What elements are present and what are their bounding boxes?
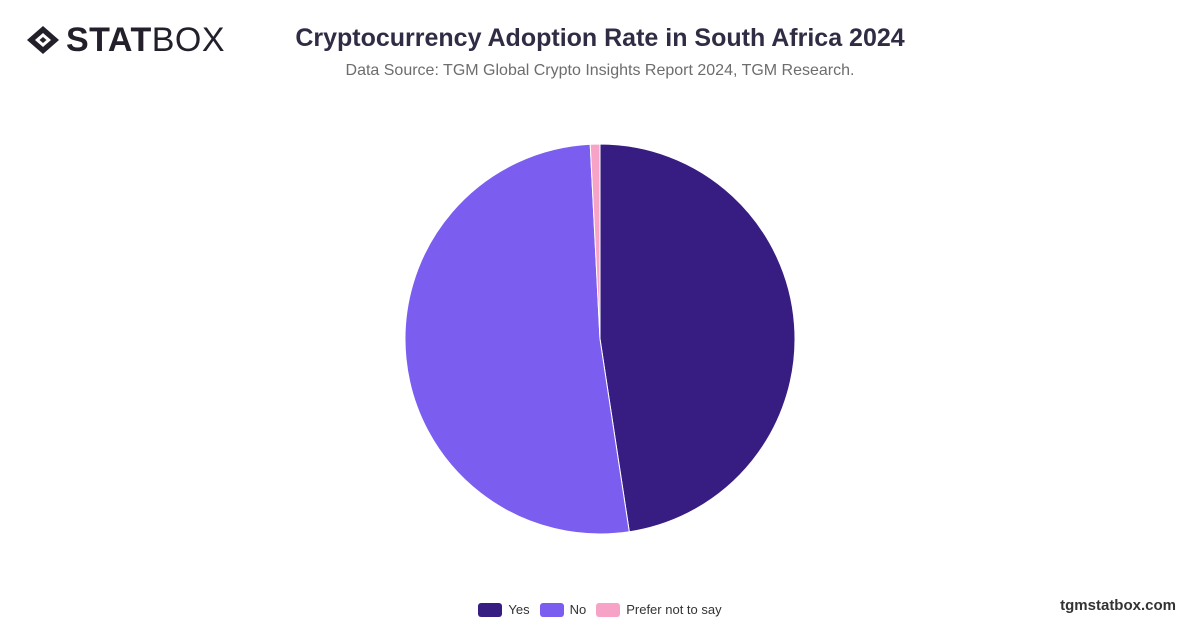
legend-label: Yes <box>508 602 530 617</box>
logo-wordmark-bold: STAT <box>66 21 152 59</box>
legend-item-prefer-not-to-say[interactable]: Prefer not to say <box>596 602 722 617</box>
diamond-logo-icon <box>27 26 59 54</box>
pie-slice-yes[interactable] <box>599 143 796 533</box>
footer-url[interactable]: tgmstatbox.com <box>1060 597 1176 614</box>
statbox-logo: STATBOX <box>26 22 225 58</box>
legend-swatch <box>596 602 621 617</box>
logo-wordmark-light: BOX <box>151 21 226 59</box>
pie-slice-prefer-not-to-say[interactable] <box>589 143 601 340</box>
chart-title: Cryptocurrency Adoption Rate in South Af… <box>295 24 905 52</box>
legend-item-no[interactable]: No <box>539 602 587 617</box>
chart-legend: Yes No Prefer not to say <box>0 602 1200 617</box>
legend-label: No <box>569 602 587 617</box>
legend-swatch <box>478 602 503 617</box>
legend-label: Prefer not to say <box>626 602 722 617</box>
legend-item-yes[interactable]: Yes <box>478 602 530 617</box>
chart-subtitle: Data Source: TGM Global Crypto Insights … <box>345 62 855 79</box>
logo-wordmark: STATBOX <box>66 22 225 58</box>
legend-swatch <box>539 602 564 617</box>
pie-slice-no[interactable] <box>404 143 630 535</box>
